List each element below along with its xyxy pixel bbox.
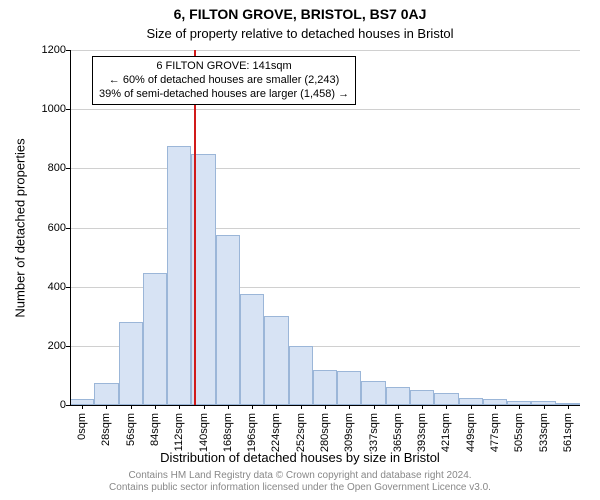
chart-subtitle: Size of property relative to detached ho…	[0, 26, 600, 41]
annotation-box: 6 FILTON GROVE: 141sqm← 60% of detached …	[92, 56, 356, 105]
y-tick-mark	[66, 346, 70, 347]
histogram-bar	[240, 294, 264, 405]
x-tick-label: 112sqm	[173, 413, 185, 451]
x-tick-mark	[422, 405, 423, 409]
y-axis-line	[70, 50, 71, 405]
x-tick-label: 140sqm	[198, 413, 210, 452]
y-tick-label: 200	[6, 340, 66, 352]
chart-title: 6, FILTON GROVE, BRISTOL, BS7 0AJ	[0, 6, 600, 22]
histogram-bar	[289, 346, 313, 405]
x-tick-mark	[228, 405, 229, 409]
y-tick-label: 600	[6, 222, 66, 234]
x-tick-label: 449sqm	[465, 413, 477, 452]
plot-area: 6 FILTON GROVE: 141sqm← 60% of detached …	[70, 50, 580, 405]
histogram-bar	[216, 235, 240, 405]
annotation-line: 6 FILTON GROVE: 141sqm	[99, 60, 349, 74]
grid-line	[70, 109, 580, 110]
x-tick-label: 252sqm	[295, 413, 307, 452]
histogram-bar	[459, 398, 483, 405]
x-tick-mark	[495, 405, 496, 409]
y-tick-mark	[66, 228, 70, 229]
x-tick-mark	[398, 405, 399, 409]
x-tick-mark	[276, 405, 277, 409]
y-tick-mark	[66, 109, 70, 110]
x-tick-mark	[471, 405, 472, 409]
x-tick-label: 421sqm	[440, 413, 452, 452]
histogram-bar	[264, 316, 288, 405]
histogram-bar	[361, 381, 385, 405]
footer-line-1: Contains HM Land Registry data © Crown c…	[0, 470, 600, 482]
x-tick-mark	[179, 405, 180, 409]
y-tick-mark	[66, 287, 70, 288]
annotation-line: 39% of semi-detached houses are larger (…	[99, 88, 349, 102]
x-tick-mark	[82, 405, 83, 409]
x-tick-mark	[325, 405, 326, 409]
x-tick-mark	[155, 405, 156, 409]
x-tick-mark	[568, 405, 569, 409]
x-tick-label: 533sqm	[538, 413, 550, 452]
histogram-bar	[94, 383, 118, 405]
x-tick-label: 84sqm	[149, 413, 161, 446]
x-tick-label: 0sqm	[76, 413, 88, 440]
x-tick-label: 477sqm	[489, 413, 501, 452]
y-tick-label: 1200	[6, 44, 66, 56]
chart-container: 6, FILTON GROVE, BRISTOL, BS7 0AJ Size o…	[0, 0, 600, 500]
x-tick-label: 196sqm	[246, 413, 258, 452]
x-axis-label: Distribution of detached houses by size …	[0, 450, 600, 465]
histogram-bar	[143, 273, 167, 405]
x-tick-label: 280sqm	[319, 413, 331, 452]
y-tick-label: 0	[6, 399, 66, 411]
x-tick-mark	[446, 405, 447, 409]
x-tick-label: 505sqm	[513, 413, 525, 452]
y-tick-label: 800	[6, 162, 66, 174]
x-tick-mark	[349, 405, 350, 409]
x-tick-label: 309sqm	[343, 413, 355, 452]
footer-attribution: Contains HM Land Registry data © Crown c…	[0, 470, 600, 494]
x-tick-mark	[544, 405, 545, 409]
grid-line	[70, 168, 580, 169]
y-tick-label: 1000	[6, 103, 66, 115]
histogram-bar	[119, 322, 143, 405]
x-tick-label: 337sqm	[368, 413, 380, 452]
histogram-bar	[167, 146, 191, 405]
footer-line-2: Contains public sector information licen…	[0, 482, 600, 494]
x-tick-mark	[252, 405, 253, 409]
annotation-line: ← 60% of detached houses are smaller (2,…	[99, 74, 349, 88]
x-tick-mark	[519, 405, 520, 409]
x-tick-mark	[106, 405, 107, 409]
x-tick-label: 168sqm	[222, 413, 234, 452]
x-tick-label: 224sqm	[270, 413, 282, 452]
x-tick-label: 28sqm	[100, 413, 112, 446]
x-tick-mark	[204, 405, 205, 409]
y-tick-mark	[66, 50, 70, 51]
x-tick-mark	[301, 405, 302, 409]
x-tick-mark	[131, 405, 132, 409]
grid-line	[70, 228, 580, 229]
x-tick-label: 561sqm	[562, 413, 574, 452]
y-tick-mark	[66, 168, 70, 169]
x-tick-mark	[374, 405, 375, 409]
y-tick-mark	[66, 405, 70, 406]
histogram-bar	[434, 393, 458, 405]
x-tick-label: 56sqm	[125, 413, 137, 446]
y-tick-label: 400	[6, 281, 66, 293]
histogram-bar	[410, 390, 434, 405]
histogram-bar	[337, 371, 361, 405]
histogram-bar	[313, 370, 337, 406]
x-tick-label: 365sqm	[392, 413, 404, 452]
grid-line	[70, 50, 580, 51]
x-tick-label: 393sqm	[416, 413, 428, 452]
histogram-bar	[386, 387, 410, 405]
